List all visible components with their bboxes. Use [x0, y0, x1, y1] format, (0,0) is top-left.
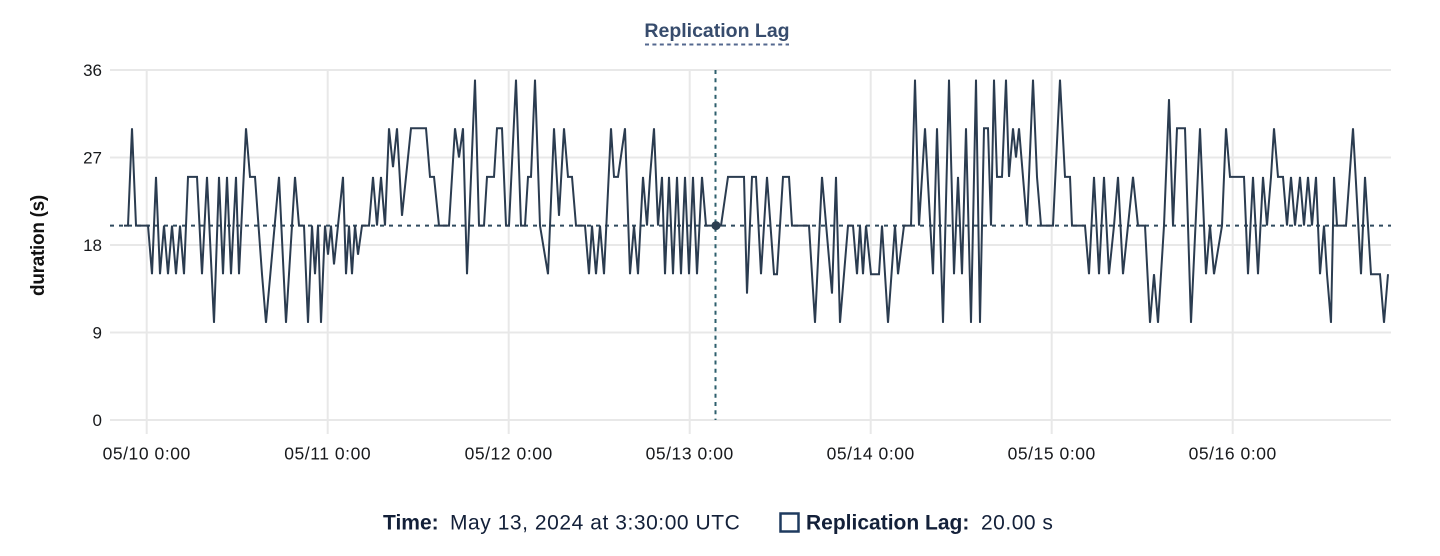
svg-text:duration (s): duration (s) — [28, 195, 49, 296]
svg-text:27: 27 — [83, 149, 102, 168]
svg-text:18: 18 — [83, 236, 102, 255]
svg-text:05/12 0:00: 05/12 0:00 — [465, 444, 553, 464]
svg-text:36: 36 — [83, 61, 102, 80]
svg-text:20.00 s: 20.00 s — [981, 512, 1053, 535]
svg-text:05/13 0:00: 05/13 0:00 — [646, 444, 734, 464]
svg-text:05/15 0:00: 05/15 0:00 — [1008, 444, 1096, 464]
svg-text:May 13, 2024 at 3:30:00 UTC: May 13, 2024 at 3:30:00 UTC — [450, 512, 740, 535]
svg-text:05/16 0:00: 05/16 0:00 — [1189, 444, 1277, 464]
svg-text:Replication Lag: Replication Lag — [644, 20, 789, 42]
svg-text:05/11 0:00: 05/11 0:00 — [284, 444, 371, 464]
svg-text:05/10 0:00: 05/10 0:00 — [103, 444, 191, 464]
svg-text:05/14 0:00: 05/14 0:00 — [827, 444, 915, 464]
svg-text:Time:: Time: — [383, 512, 439, 535]
svg-text:9: 9 — [93, 324, 102, 343]
svg-text:Replication Lag:: Replication Lag: — [806, 512, 969, 535]
svg-text:0: 0 — [93, 411, 102, 430]
